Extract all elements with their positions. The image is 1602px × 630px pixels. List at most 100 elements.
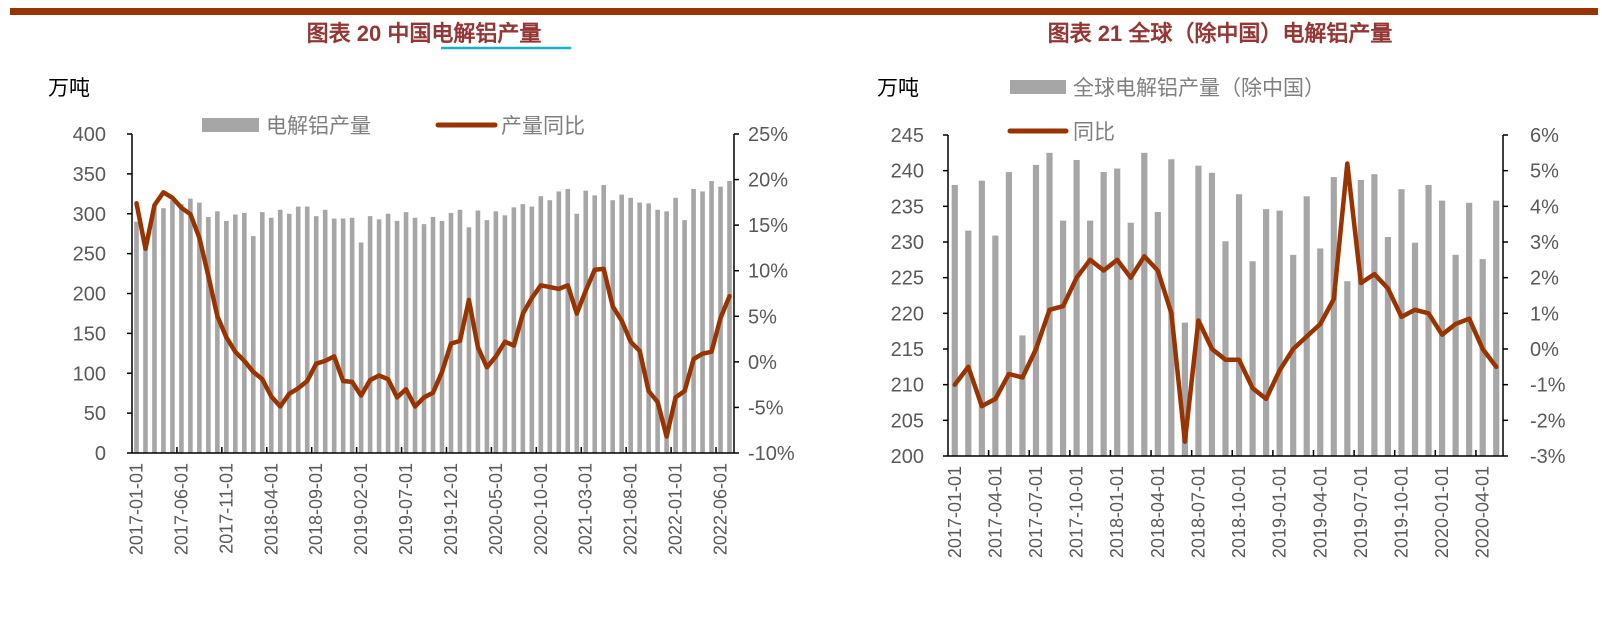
- x-tick-label: 2018-09-01: [306, 463, 326, 555]
- bar: [682, 220, 687, 453]
- x-tick-label: 2019-10-01: [1391, 466, 1411, 558]
- bar: [601, 185, 607, 454]
- y-tick-label: 235: [891, 196, 924, 218]
- bar: [493, 211, 499, 453]
- y2-tick-label: 5%: [748, 306, 777, 328]
- bar: [547, 200, 553, 453]
- bar: [727, 181, 732, 454]
- bar: [197, 202, 202, 453]
- bar: [1141, 152, 1148, 457]
- bar: [242, 212, 247, 453]
- chart-1-plot: 400 350 300 250 200 150 100 50 0 25% 20% 15% 10% 5% 0%…: [73, 124, 795, 555]
- bar: [448, 212, 454, 453]
- bar: [1317, 248, 1324, 456]
- bar: [215, 211, 220, 453]
- bar: [1276, 210, 1283, 456]
- y-tick-label: 210: [891, 375, 924, 397]
- bar: [1032, 164, 1040, 456]
- y-tick-label: 350: [73, 164, 106, 186]
- x-tick-label: 2020-10-01: [531, 463, 551, 555]
- x-tick-label: 2017-06-01: [171, 463, 191, 555]
- chart-china-aluminum: 图表 20 中国电解铝产量 万吨 电解铝产量 产量同比 400 350 300 250…: [48, 21, 795, 555]
- x-tick-label: 2019-01-01: [1270, 466, 1290, 558]
- chart-2-y-unit: 万吨: [877, 77, 919, 100]
- y-tick-label: 50: [84, 403, 106, 425]
- bar: [277, 209, 283, 453]
- x-tick-label: 2018-04-01: [261, 463, 281, 555]
- bar: [965, 230, 972, 456]
- y2-tick-label: 1%: [1530, 303, 1559, 325]
- y-tick-label: 250: [73, 244, 106, 266]
- bar: [295, 206, 301, 453]
- bar: [385, 213, 391, 453]
- bar: [1425, 184, 1432, 456]
- bar: [646, 203, 651, 453]
- bar: [1466, 202, 1473, 456]
- y-tick-label: 230: [891, 232, 924, 254]
- chart-1-y-unit: 万吨: [48, 77, 90, 100]
- x-tick-label: 2020-05-01: [486, 463, 506, 555]
- bar: [1303, 196, 1310, 456]
- bar: [412, 217, 418, 453]
- bar: [1114, 168, 1121, 456]
- bar: [475, 210, 481, 453]
- bar: [430, 216, 436, 453]
- x-tick-label: 2019-02-01: [351, 463, 371, 555]
- chart-2-title: 图表 21 全球（除中国）电解铝产量: [1048, 21, 1393, 46]
- y-tick-label: 240: [891, 161, 924, 183]
- x-tick-label: 2017-10-01: [1067, 466, 1087, 558]
- bar: [170, 200, 175, 453]
- bar: [1087, 220, 1094, 456]
- bar: [206, 216, 211, 453]
- bar: [655, 209, 660, 453]
- bar: [1019, 335, 1026, 456]
- bar: [1371, 174, 1378, 456]
- bar: [664, 211, 669, 453]
- bar: [179, 204, 184, 453]
- bar: [1005, 172, 1013, 457]
- bar: [1452, 254, 1459, 456]
- x-tick-label: 2017-01-01: [945, 466, 965, 558]
- bar: [439, 220, 445, 453]
- bar: [673, 197, 678, 453]
- y2-tick-label: 2%: [1530, 268, 1559, 290]
- chart-1-title-plain: 图表 20 中国: [307, 21, 432, 46]
- bar: [376, 219, 382, 453]
- bar: [466, 227, 472, 453]
- bar: [394, 220, 400, 453]
- bar: [1222, 241, 1229, 456]
- bar: [1046, 152, 1053, 457]
- bar: [161, 208, 166, 453]
- y2-tick-label: -1%: [1530, 375, 1566, 397]
- chart-1-legend-bar-label: 电解铝产量: [266, 115, 371, 138]
- bar: [358, 242, 364, 453]
- y2-tick-label: 20%: [748, 170, 788, 192]
- bar: [637, 202, 642, 453]
- bar: [331, 218, 337, 453]
- bar: [502, 215, 508, 453]
- x-tick-label: 2018-07-01: [1188, 466, 1208, 558]
- bar: [583, 190, 589, 453]
- chart-global-ex-china-aluminum: 图表 21 全球（除中国）电解铝产量 万吨 全球电解铝产量（除中国） 同比 24…: [877, 21, 1566, 558]
- y2-tick-label: -3%: [1530, 446, 1566, 468]
- y-tick-label: 300: [73, 204, 106, 226]
- y2-tick-label: 5%: [1530, 161, 1559, 183]
- chart-2-legend-bar-swatch: [1010, 80, 1066, 94]
- chart-2-legend-line-label: 同比: [1073, 121, 1115, 144]
- chart-1-title-link[interactable]: 电解铝产量: [431, 21, 541, 46]
- bar: [1249, 261, 1256, 456]
- bar: [1357, 179, 1364, 456]
- x-tick-label: 2017-04-01: [985, 466, 1005, 558]
- bar: [322, 209, 328, 453]
- bar: [709, 181, 714, 454]
- bar: [978, 180, 985, 457]
- chart-1-title: 图表 20 中国电解铝产量: [307, 21, 542, 46]
- bar: [610, 200, 616, 453]
- y-tick-label: 150: [73, 323, 106, 345]
- x-tick-label: 2018-01-01: [1107, 466, 1127, 558]
- x-tick-label: 2018-10-01: [1229, 466, 1249, 558]
- x-tick-label: 2019-07-01: [396, 463, 416, 555]
- bar: [1100, 172, 1107, 457]
- x-tick-label: 2018-04-01: [1148, 466, 1168, 558]
- y-tick-label: 245: [891, 125, 924, 147]
